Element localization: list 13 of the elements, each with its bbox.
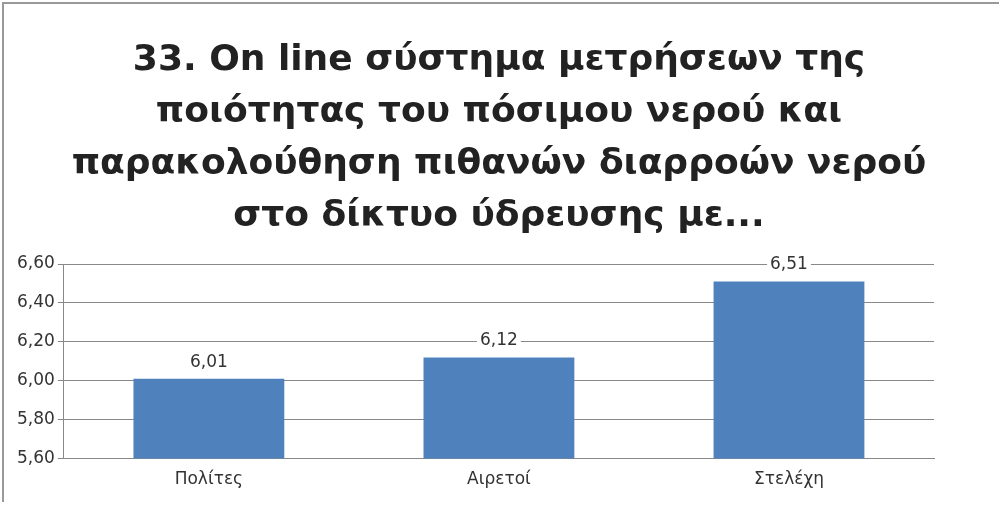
data-label: 6,51 — [770, 253, 808, 274]
x-tick-label: Αιρετοί — [467, 468, 532, 489]
y-tick-label: 5,80 — [16, 408, 55, 429]
data-label: 6,01 — [189, 350, 228, 371]
chart-title: 33. On line σύστημα μετρήσεων της ποιότητας του πόσιμου νερού και παρακολούθηση πιθανών διαρροών νερού στο δίκτυο ύδρευσης με... — [70, 36, 928, 236]
y-tick-label: 6,20 — [16, 330, 55, 351]
y-tick-label: 5,60 — [16, 447, 55, 468]
y-tick-label: 6,60 — [16, 252, 55, 273]
y-tick-label: 6,00 — [16, 369, 55, 390]
y-tick-label: 6,40 — [16, 291, 55, 312]
data-label: 6,12 — [480, 329, 518, 350]
x-tick-label: Πολίτες — [174, 468, 244, 489]
x-tick-label: Στελέχη — [753, 468, 824, 489]
